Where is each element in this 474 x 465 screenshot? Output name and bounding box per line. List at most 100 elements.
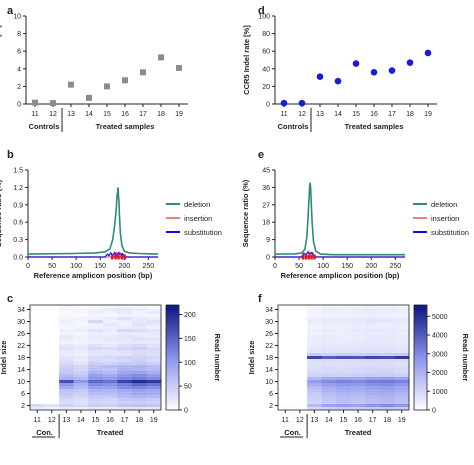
heatmap-cell (321, 314, 337, 318)
y-tick-label: 10 (265, 379, 273, 386)
heatmap-cell (278, 377, 293, 381)
colorbar-segment (166, 323, 179, 327)
heatmap-cell (88, 389, 104, 393)
heatmap-cell (350, 386, 366, 390)
heatmap-cell (117, 350, 133, 354)
heatmap-cell (379, 323, 395, 327)
heatmap-cell (30, 392, 45, 396)
heatmap-cell (59, 308, 74, 312)
x-tick-label: 250 (390, 263, 402, 270)
heatmap-cell (336, 329, 352, 333)
heatmap-cell (117, 326, 133, 330)
heatmap-cell (73, 359, 89, 363)
heatmap-cell (59, 347, 74, 351)
heatmap-cell (88, 326, 104, 330)
heatmap-cell (102, 398, 118, 402)
heatmap-cell (146, 308, 162, 312)
y-tick-label: 2 (17, 84, 21, 91)
heatmap-cell (336, 341, 352, 345)
heatmap-cell (73, 323, 89, 327)
heatmap-cell (321, 353, 337, 357)
heatmap-cell (146, 392, 162, 396)
colorbar-segment (166, 339, 179, 343)
heatmap-cell (88, 395, 104, 399)
heatmap-cell (394, 305, 410, 309)
heatmap-cell (394, 386, 410, 390)
colorbar-frame (165, 304, 180, 411)
heatmap-cell (379, 311, 395, 315)
heatmap-cell (30, 335, 45, 339)
y-tick-label: 1.2 (13, 185, 23, 192)
colorbar-segment (166, 331, 179, 335)
colorbar-segment (166, 394, 179, 398)
heatmap-cell (117, 407, 133, 411)
colorbar-segment (166, 349, 179, 353)
x-tick-label: 15 (340, 417, 348, 424)
data-point (298, 99, 306, 107)
heatmap-cell (131, 380, 147, 384)
colorbar-tick-label: 50 (184, 384, 192, 391)
heatmap-cell (146, 314, 162, 318)
heatmap-cell (292, 395, 308, 399)
heatmap-cell (88, 371, 104, 375)
heatmap-cell (292, 362, 308, 366)
colorbar-tick-label: 1000 (432, 389, 448, 396)
heatmap-cell (307, 362, 322, 366)
colorbar-segment (166, 381, 179, 385)
heatmap-cell (59, 386, 74, 390)
colorbar-segment (414, 352, 427, 356)
heatmap-cell (131, 335, 147, 339)
heatmap-cell (131, 344, 147, 348)
heatmap-cell (365, 380, 381, 384)
heatmap-cell (307, 371, 322, 375)
heatmap-cell (336, 404, 352, 408)
heatmap-cell (146, 350, 162, 354)
heatmap-cell (350, 338, 366, 342)
colorbar-segment (414, 341, 427, 345)
heatmap-cell (117, 371, 133, 375)
heatmap-cell (336, 326, 352, 330)
heatmap-cell (131, 362, 147, 366)
y-tick-label: 18 (262, 220, 270, 227)
colorbar-segment (166, 375, 179, 379)
heatmap-cell (379, 326, 395, 330)
heatmap-cell (131, 323, 147, 327)
heatmap-cell (117, 377, 133, 381)
colorbar-segment (166, 386, 179, 390)
heatmap-cell (278, 407, 293, 411)
cut-site-marker (310, 254, 313, 260)
heatmap-cell (102, 344, 118, 348)
y-tick-label: 18 (17, 355, 25, 362)
y-tick-label: 10 (17, 379, 25, 386)
heatmap-cell (278, 353, 293, 357)
heatmap-cell (44, 344, 60, 348)
y-tick-label: 45 (262, 168, 270, 175)
colorbar-segment (414, 344, 427, 348)
colorbar-segment (414, 349, 427, 353)
heatmap-cell (88, 356, 104, 360)
heatmap-cell (379, 350, 395, 354)
heatmap-cell (394, 383, 410, 387)
colorbar-tick-label: 0 (432, 408, 436, 415)
heatmap-cell (307, 365, 322, 369)
heatmap-cell (44, 395, 60, 399)
colorbar-segment (166, 378, 179, 382)
heatmap-cell (292, 320, 308, 324)
heatmap-cell (321, 338, 337, 342)
heatmap-cell (394, 389, 410, 393)
heatmap-cell (44, 338, 60, 342)
colorbar-segment (414, 394, 427, 398)
heatmap-cell (30, 371, 45, 375)
heatmap-cell (102, 329, 118, 333)
heatmap-cell (394, 317, 410, 321)
heatmap-cell (336, 374, 352, 378)
heatmap-cell (379, 392, 395, 396)
heatmap-cell (131, 326, 147, 330)
y-tick-label: 0 (266, 255, 270, 262)
cut-site-marker (307, 254, 310, 260)
heatmap-cell (59, 353, 74, 357)
heatmap-cell (365, 326, 381, 330)
colorbar-segment (414, 370, 427, 374)
y-tick-label: 80 (262, 31, 270, 38)
